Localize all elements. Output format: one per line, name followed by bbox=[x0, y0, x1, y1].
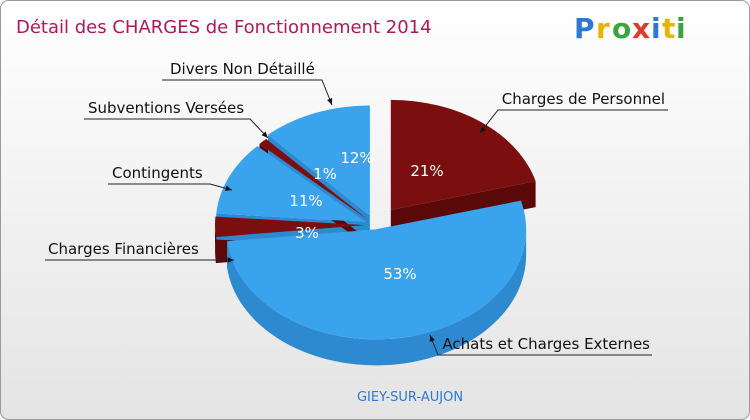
category-label-5: Divers Non Détaillé bbox=[170, 60, 315, 78]
pct-label-2: 3% bbox=[295, 224, 319, 242]
leader-arrow-5 bbox=[327, 98, 333, 105]
leader-arrow-4 bbox=[261, 131, 268, 138]
category-label-3: Contingents bbox=[112, 164, 203, 182]
slice-divers-non-d-taill-[interactable] bbox=[268, 105, 370, 216]
logo-letter-t: t bbox=[662, 12, 675, 45]
proxiti-logo: P r o x i t i bbox=[574, 12, 686, 45]
logo-letter-i: i bbox=[651, 12, 661, 45]
chart-title: Détail des CHARGES de Fonctionnement 201… bbox=[16, 17, 432, 38]
chart-subtitle: GIEY-SUR-AUJON bbox=[357, 390, 463, 405]
slice-charges-de-personnel[interactable] bbox=[390, 99, 536, 210]
category-label-4: Subventions Versées bbox=[88, 99, 244, 117]
slice-achats-et-charges-externes[interactable] bbox=[227, 200, 527, 340]
leader-line-0 bbox=[479, 109, 668, 134]
logo-letter-i2: i bbox=[676, 12, 686, 45]
category-label-1: Achats et Charges Externes bbox=[442, 335, 650, 353]
category-label-2: Charges Financières bbox=[48, 240, 199, 258]
leader-arrow-0 bbox=[480, 126, 487, 133]
leader-line-4 bbox=[84, 118, 269, 139]
leader-line-1 bbox=[429, 334, 652, 356]
leader-arrow-1 bbox=[429, 335, 435, 342]
slice-subventions-vers-es[interactable] bbox=[259, 139, 368, 220]
slice-side-2 bbox=[215, 225, 216, 264]
logo-letter-P: P bbox=[574, 12, 595, 45]
logo-letter-r: r bbox=[596, 12, 610, 45]
leader-line-5 bbox=[162, 79, 333, 106]
logo-letter-o: o bbox=[612, 12, 631, 45]
leader-line-3 bbox=[108, 183, 233, 191]
category-label-0: Charges de Personnel bbox=[502, 90, 665, 108]
pct-label-4: 1% bbox=[313, 165, 337, 183]
pct-label-5: 12% bbox=[340, 149, 373, 167]
slice-charges-financi-res[interactable] bbox=[215, 216, 366, 238]
leader-arrow-2 bbox=[227, 257, 234, 263]
logo-letter-x: x bbox=[632, 12, 650, 45]
pct-label-1: 53% bbox=[383, 265, 416, 283]
slice-side-1 bbox=[227, 229, 527, 366]
pct-label-3: 11% bbox=[289, 192, 322, 210]
leader-arrow-3 bbox=[225, 185, 232, 191]
pct-label-0: 21% bbox=[410, 162, 443, 180]
slice-contingents[interactable] bbox=[216, 146, 366, 223]
